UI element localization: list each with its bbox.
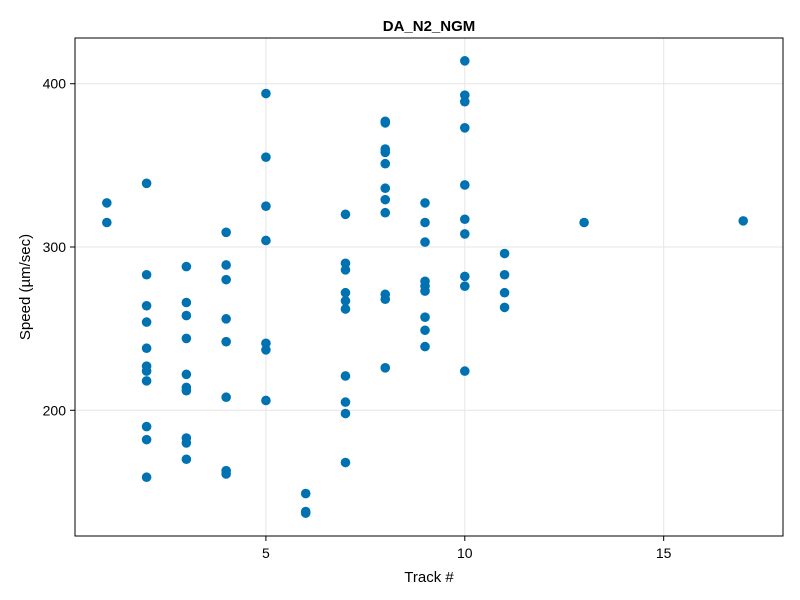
data-point [420,341,430,352]
data-point [340,371,351,381]
x-axis-label: Track # [404,569,454,586]
data-point [300,488,311,499]
data-point [221,469,231,479]
data-point [340,457,351,468]
data-point [181,297,192,308]
data-point [141,317,152,327]
data-point [261,88,271,99]
chart-title: DA_N2_NGM [383,18,476,35]
data-point [340,287,351,298]
plot-frame [74,37,784,537]
data-point [221,274,231,285]
data-point [221,336,231,347]
data-point [420,286,430,296]
data-point [380,158,391,169]
data-point [181,310,192,321]
x-tick-label: 15 [656,545,672,561]
y-tick-label: 200 [43,402,67,418]
data-point [420,198,430,208]
data-point [420,312,430,323]
data-point [221,227,231,238]
data-point [420,237,430,247]
data-point [181,454,192,465]
data-point [340,408,351,419]
data-point [340,265,351,275]
data-point [499,269,510,280]
data-point [459,123,470,133]
data-point [141,343,152,354]
data-point [380,147,391,158]
data-point [141,472,152,483]
y-axis-label: Speed (µm/sec) [17,234,34,340]
data-point [380,294,391,305]
data-point [459,366,470,376]
data-point [499,287,510,298]
data-point [181,385,192,396]
data-point [102,198,112,208]
data-point [340,304,351,314]
y-tick-label: 300 [43,239,67,255]
data-points [102,56,749,518]
data-point [221,314,231,324]
grid-lines [75,38,783,536]
data-point [102,217,112,228]
data-point [380,207,391,218]
data-point [380,183,391,194]
data-point [181,261,192,272]
data-point [499,302,510,313]
data-point [420,325,430,336]
data-point [261,201,271,211]
data-point [141,376,152,386]
data-point [340,209,351,220]
data-point [380,194,391,205]
data-point [141,178,152,189]
data-point [738,216,749,226]
data-point [221,392,231,403]
data-point [221,260,231,270]
data-point [300,508,311,518]
y-tick-label: 400 [43,76,67,92]
data-point [261,152,271,162]
data-point [499,248,510,259]
data-point [181,438,192,448]
data-point [261,235,271,246]
data-point [459,96,470,107]
data-point [181,333,192,344]
data-point [261,345,271,355]
axis-ticks: 5 10 15 200 300 400 [43,76,672,561]
data-point [340,397,351,407]
data-point [141,421,152,432]
data-point [420,217,430,228]
data-point [340,296,351,306]
data-point [261,395,271,406]
data-point [380,118,391,128]
data-point [459,229,470,239]
data-point [459,271,470,282]
data-point [141,366,152,376]
data-point [459,214,470,225]
x-tick-label: 10 [457,545,473,561]
data-point [141,269,152,280]
data-point [579,217,589,228]
data-point [459,281,470,291]
data-point [459,56,470,66]
data-point [181,369,192,380]
data-point [141,300,152,311]
data-point [459,180,470,190]
x-tick-label: 5 [262,545,270,561]
data-point [380,363,391,373]
data-point [141,434,152,445]
